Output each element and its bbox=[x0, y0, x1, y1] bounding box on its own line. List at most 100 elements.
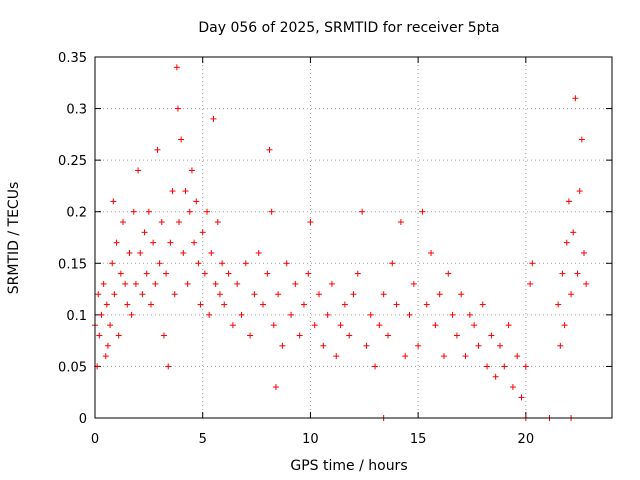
data-point bbox=[158, 219, 165, 226]
data-point bbox=[102, 353, 109, 360]
data-point bbox=[376, 322, 383, 329]
data-point bbox=[178, 136, 185, 143]
data-point bbox=[139, 291, 146, 298]
data-point bbox=[103, 301, 110, 308]
data-point bbox=[300, 301, 307, 308]
x-tick-label: 0 bbox=[91, 432, 99, 447]
data-point bbox=[580, 249, 587, 256]
data-point bbox=[176, 219, 183, 226]
data-point bbox=[479, 301, 486, 308]
data-point bbox=[402, 353, 409, 360]
data-point bbox=[488, 332, 495, 339]
data-point bbox=[214, 219, 221, 226]
data-point bbox=[225, 270, 232, 277]
data-point bbox=[160, 332, 167, 339]
data-point bbox=[466, 311, 473, 318]
data-point bbox=[428, 249, 435, 256]
data-point bbox=[522, 363, 529, 370]
y-tick-label: 0.1 bbox=[66, 309, 87, 324]
data-point bbox=[188, 167, 195, 174]
data-point bbox=[484, 363, 491, 370]
data-point bbox=[171, 291, 178, 298]
data-point bbox=[316, 291, 323, 298]
y-tick-label: 0.15 bbox=[58, 257, 87, 272]
data-point bbox=[574, 270, 581, 277]
data-point bbox=[126, 249, 133, 256]
data-point bbox=[186, 208, 193, 215]
data-point bbox=[193, 198, 200, 205]
data-point bbox=[107, 322, 114, 329]
data-point bbox=[346, 332, 353, 339]
data-point bbox=[210, 115, 217, 122]
data-point bbox=[492, 373, 499, 380]
y-tick-label: 0.05 bbox=[58, 360, 87, 375]
data-point bbox=[174, 105, 181, 112]
data-point bbox=[406, 311, 413, 318]
data-point bbox=[191, 239, 198, 246]
data-point bbox=[264, 270, 271, 277]
chart-title: Day 056 of 2025, SRMTID for receiver 5pt… bbox=[198, 20, 499, 36]
data-point bbox=[95, 291, 102, 298]
y-tick-label: 0.25 bbox=[58, 154, 87, 169]
data-point bbox=[167, 239, 174, 246]
data-point bbox=[141, 229, 148, 236]
y-axis-label: SRMTID / TECUs bbox=[6, 182, 22, 295]
data-point bbox=[115, 332, 122, 339]
data-point bbox=[132, 280, 139, 287]
data-point bbox=[268, 208, 275, 215]
data-point bbox=[260, 301, 267, 308]
data-point bbox=[324, 311, 331, 318]
data-point bbox=[135, 167, 142, 174]
data-point bbox=[148, 301, 155, 308]
data-point bbox=[572, 95, 579, 102]
data-point bbox=[130, 208, 137, 215]
data-point bbox=[333, 353, 340, 360]
data-point bbox=[182, 188, 189, 195]
data-point bbox=[555, 301, 562, 308]
data-point bbox=[143, 270, 150, 277]
data-point bbox=[320, 342, 327, 349]
data-point bbox=[509, 384, 516, 391]
data-point bbox=[169, 188, 176, 195]
data-point bbox=[229, 322, 236, 329]
data-point bbox=[122, 280, 129, 287]
data-point bbox=[206, 311, 213, 318]
data-point bbox=[251, 291, 258, 298]
data-point bbox=[96, 332, 103, 339]
data-point bbox=[565, 198, 572, 205]
data-point bbox=[367, 311, 374, 318]
data-point bbox=[449, 311, 456, 318]
data-point bbox=[563, 239, 570, 246]
x-tick-labels: 0 5 10 15 20 bbox=[91, 432, 534, 447]
x-tick-label: 15 bbox=[410, 432, 427, 447]
data-point bbox=[199, 229, 206, 236]
data-point bbox=[128, 311, 135, 318]
data-point bbox=[150, 239, 157, 246]
data-point bbox=[212, 280, 219, 287]
data-point bbox=[120, 219, 127, 226]
data-point bbox=[305, 270, 312, 277]
data-point bbox=[576, 188, 583, 195]
data-point bbox=[415, 342, 422, 349]
data-point bbox=[221, 301, 228, 308]
data-point bbox=[410, 280, 417, 287]
data-point bbox=[354, 270, 361, 277]
data-point bbox=[458, 291, 465, 298]
data-point bbox=[208, 249, 215, 256]
data-point bbox=[110, 198, 117, 205]
data-point bbox=[384, 332, 391, 339]
data-point bbox=[363, 342, 370, 349]
data-point bbox=[432, 322, 439, 329]
data-point bbox=[393, 301, 400, 308]
data-point bbox=[184, 280, 191, 287]
data-point bbox=[518, 394, 525, 401]
data-point bbox=[180, 249, 187, 256]
data-point bbox=[124, 301, 131, 308]
data-point bbox=[234, 280, 241, 287]
data-point bbox=[462, 353, 469, 360]
data-point bbox=[137, 249, 144, 256]
data-point bbox=[397, 219, 404, 226]
data-point bbox=[419, 208, 426, 215]
data-point bbox=[389, 260, 396, 267]
